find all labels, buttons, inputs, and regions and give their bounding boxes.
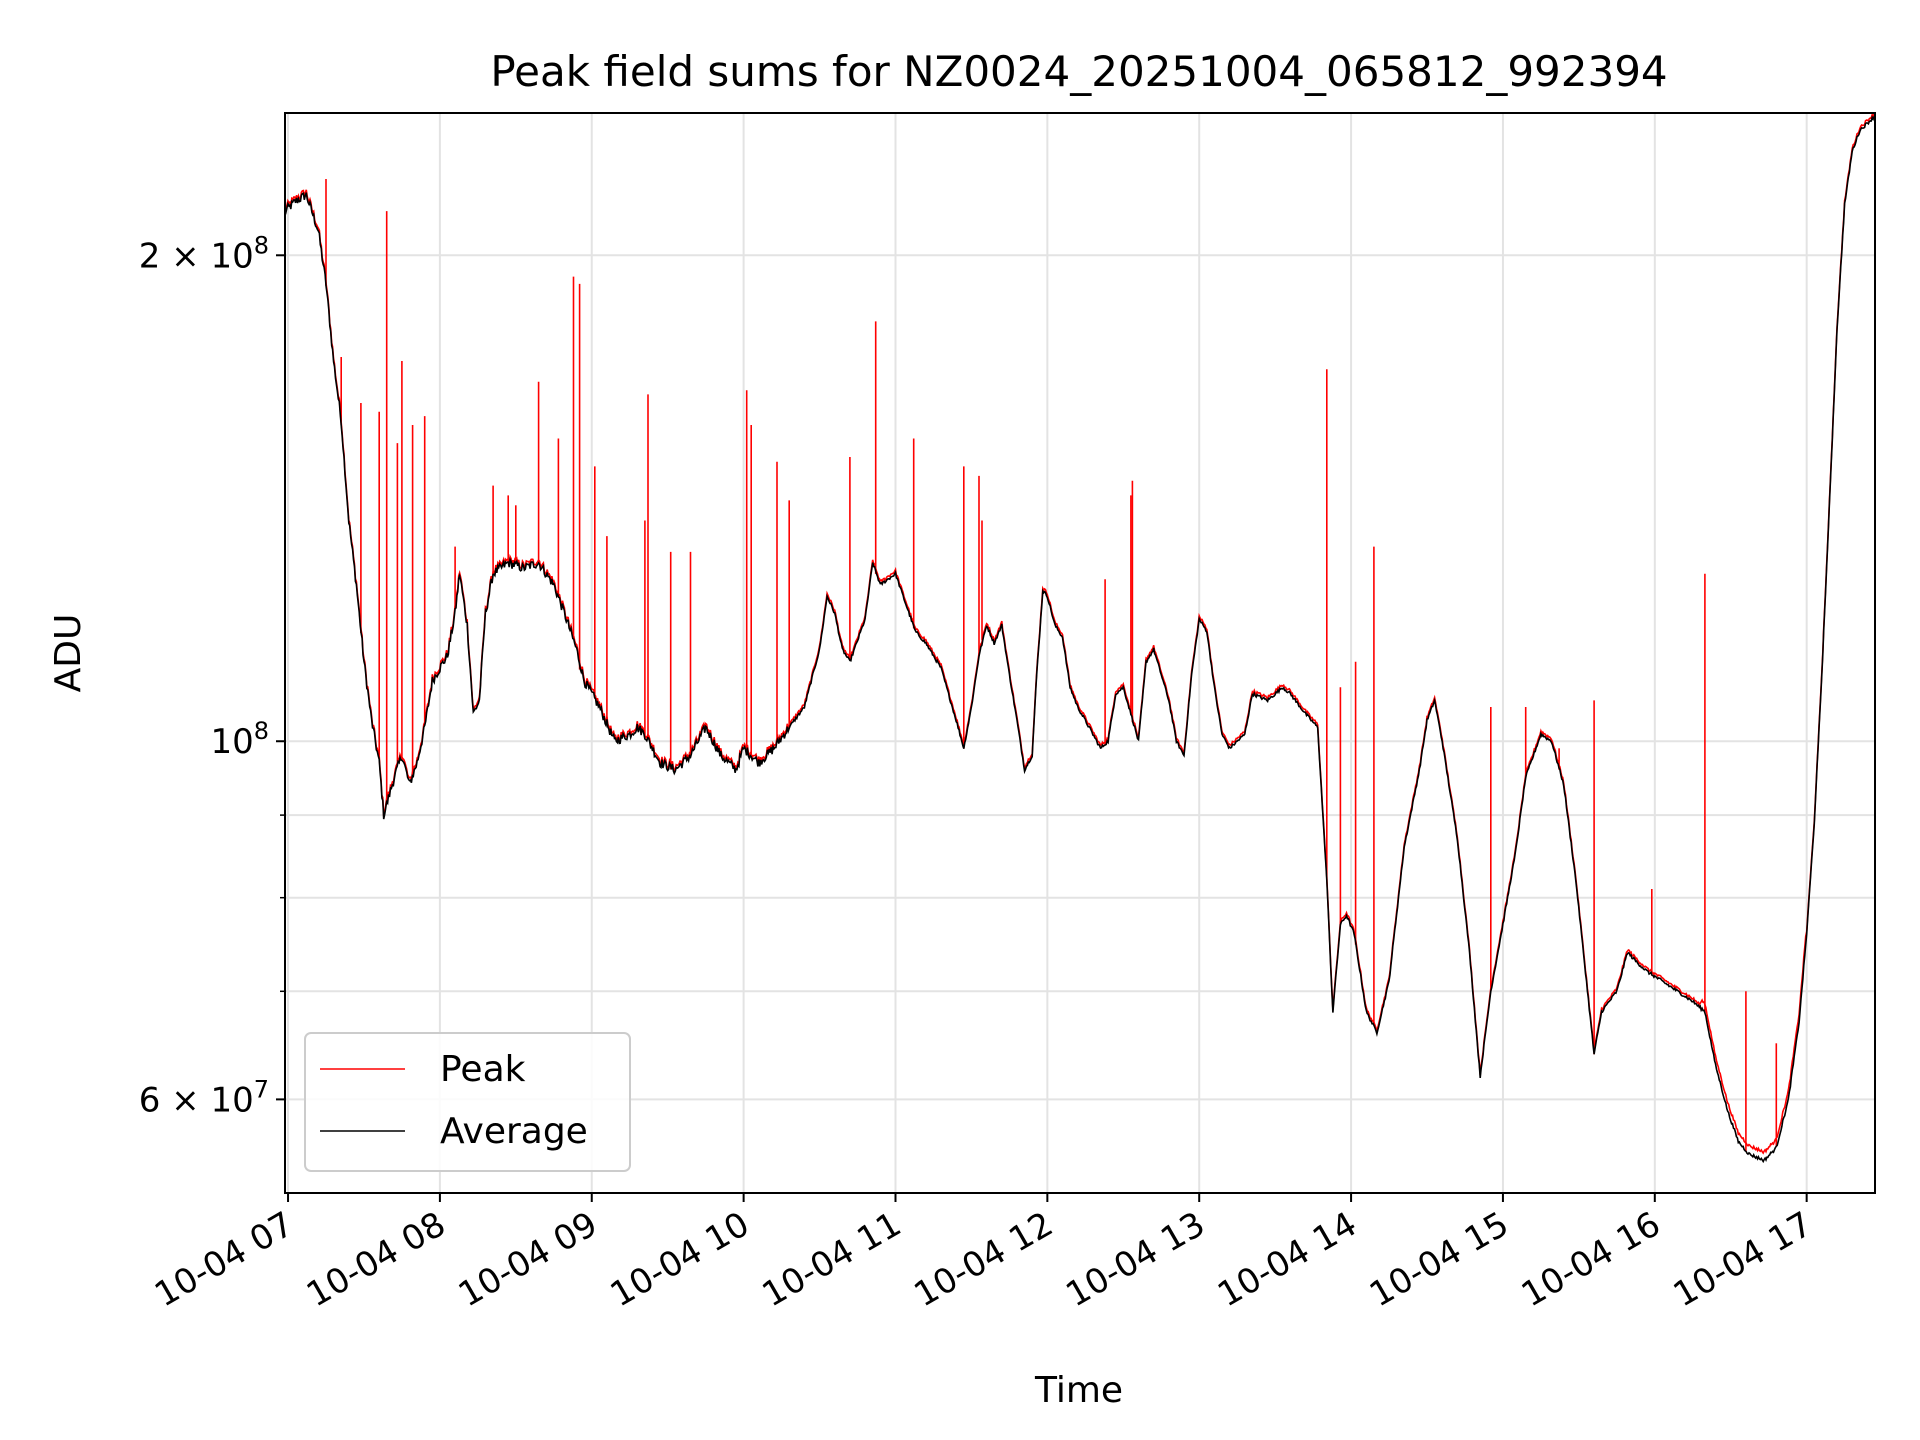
chart-title: Peak field sums for NZ0024_20251004_0658… bbox=[490, 47, 1667, 96]
series-layer bbox=[285, 113, 1875, 1164]
legend: Peak Average bbox=[304, 1032, 631, 1172]
axes-frame bbox=[284, 112, 1876, 1194]
y-axis-ticks: 6 × 107 108 2 × 108 bbox=[139, 231, 285, 1120]
y-tick-label: 6 × 107 bbox=[139, 1075, 269, 1120]
grid-lines bbox=[285, 113, 1875, 1193]
legend-label-average: Average bbox=[440, 1111, 588, 1152]
plot-area bbox=[285, 113, 1875, 1164]
y-axis-label: ADU bbox=[48, 614, 89, 693]
x-axis-label: Time bbox=[1034, 1370, 1123, 1411]
average-series-line bbox=[285, 115, 1875, 1164]
legend-label-peak: Peak bbox=[440, 1049, 526, 1090]
legend-box bbox=[304, 1032, 631, 1172]
y-tick-label: 108 bbox=[210, 717, 269, 762]
y-tick-label: 2 × 108 bbox=[139, 231, 269, 276]
